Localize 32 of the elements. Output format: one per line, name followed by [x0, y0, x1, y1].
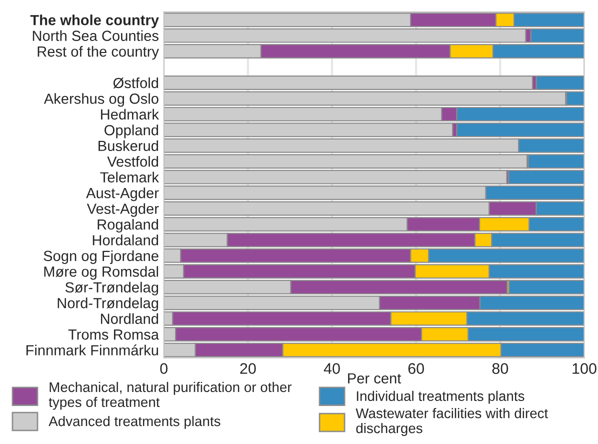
- y-tick-label: Nordland: [101, 313, 158, 324]
- y-tick-label: Aust-Agder: [86, 188, 159, 202]
- y-tick-label: Østfold: [113, 77, 158, 88]
- y-tick-label: Hedmark: [101, 108, 160, 120]
- x-tick-label: 40: [324, 363, 340, 374]
- legend-label: Individual treatments plants: [356, 390, 524, 404]
- y-tick-label: Troms Romsa: [68, 330, 159, 340]
- y-tick-label: Vest-Agder: [86, 203, 159, 217]
- y-tick-label: Finnmark Finnmárku: [26, 344, 158, 356]
- x-tick-label: 60: [408, 363, 424, 374]
- y-tick-label: Rest of the country: [38, 46, 159, 60]
- y-tick-label: Sogn og Fjordane: [44, 250, 158, 264]
- x-axis-title: Per cent: [348, 373, 402, 384]
- y-tick-label: Vestfold: [107, 156, 158, 167]
- y-tick-label: Rogaland: [98, 218, 158, 233]
- y-tick-label: Sør-Trøndelag: [65, 282, 158, 296]
- legend-label: Mechanical, natural purification or other types of treatment: [48, 382, 292, 410]
- x-tick-label: 80: [492, 363, 508, 374]
- y-tick-label: Møre og Romsdal: [44, 266, 158, 280]
- legend-label: Advanced treatments plants: [48, 416, 220, 429]
- x-tick-label: 20: [240, 363, 256, 374]
- y-tick-label: Nord-Trøndelag: [58, 298, 158, 312]
- y-tick-label: The whole country: [30, 14, 159, 28]
- y-tick-label: Akershus og Oslo: [44, 93, 158, 107]
- legend-label: Wastewater facilities with direct discharges: [356, 408, 548, 436]
- x-tick-label: 100: [572, 363, 596, 374]
- y-tick-label: North Sea Counties: [32, 30, 158, 41]
- y-tick-label: Oppland: [104, 124, 158, 138]
- y-tick-label: Telemark: [100, 172, 160, 182]
- y-tick-label: Buskerud: [98, 140, 158, 152]
- x-tick-label: 0: [160, 363, 168, 374]
- y-tick-label: Hordaland: [92, 234, 158, 246]
